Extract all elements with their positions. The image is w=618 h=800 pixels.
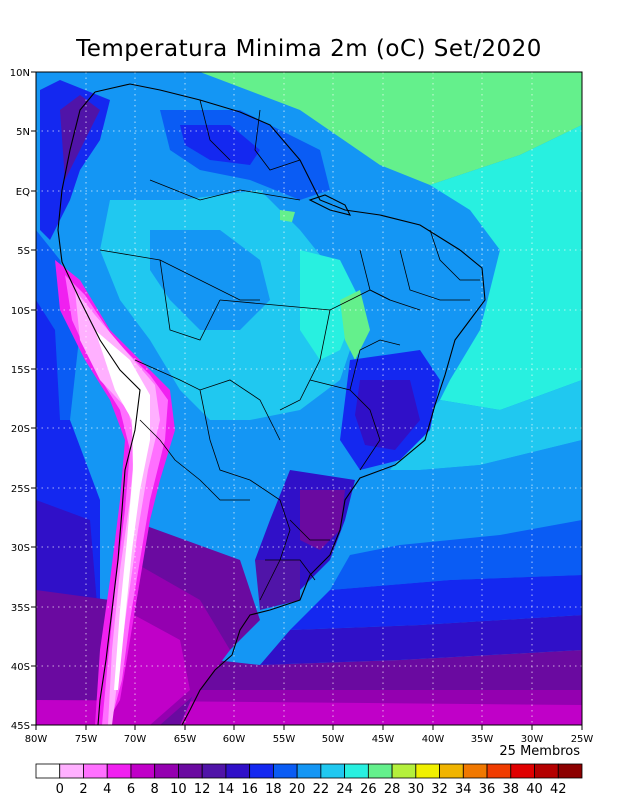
legend-label: 38 xyxy=(503,782,520,797)
country-borders xyxy=(99,99,480,601)
lat-label: 10S xyxy=(11,306,30,317)
lat-label: 20S xyxy=(11,424,30,435)
coastline xyxy=(57,83,486,725)
legend-swatch xyxy=(462,763,488,779)
legend-swatch xyxy=(130,763,156,779)
legend-swatch xyxy=(367,763,393,779)
legend-label: 10 xyxy=(170,782,187,797)
legend-label: 24 xyxy=(336,782,353,797)
legend-label: 2 xyxy=(79,782,87,797)
legend-swatch xyxy=(415,763,440,779)
lat-label: 5S xyxy=(17,246,30,257)
legend-label: 18 xyxy=(265,782,282,797)
legend-swatch xyxy=(106,763,132,779)
lat-label: 5N xyxy=(16,127,30,138)
legend-label: 36 xyxy=(479,782,496,797)
legend-swatch xyxy=(320,763,346,779)
legend-label: 16 xyxy=(241,782,258,797)
legend-swatch xyxy=(510,763,535,779)
legend-swatch xyxy=(225,763,251,779)
lon-label: 70W xyxy=(124,734,147,745)
legend-label: 30 xyxy=(408,782,425,797)
legend-label: 22 xyxy=(313,782,330,797)
lat-label: 25S xyxy=(11,484,30,495)
legend-label: 6 xyxy=(127,782,135,797)
lat-label: 40S xyxy=(11,662,30,673)
lat-label: 35S xyxy=(11,603,30,614)
lon-label: 60W xyxy=(223,734,246,745)
lon-axis: 80W 75W 70W 65W 60W 55W 50W 45W 40W 35W … xyxy=(25,725,594,745)
legend-label: 32 xyxy=(431,782,448,797)
legend-label: 12 xyxy=(194,782,211,797)
legend-swatch xyxy=(35,763,61,779)
lon-label: 50W xyxy=(322,734,345,745)
lon-label: 40W xyxy=(422,734,445,745)
legend-swatch xyxy=(344,763,369,779)
lon-label: 75W xyxy=(75,734,98,745)
lon-label: 80W xyxy=(25,734,48,745)
legend-swatch xyxy=(154,763,179,779)
legend-swatch xyxy=(83,763,108,779)
legend-swatch xyxy=(557,763,583,779)
map-fill xyxy=(36,72,582,725)
map-title: Temperatura Minima 2m (oC) Set/2020 xyxy=(76,36,542,62)
color-legend: 0 2 4 6 8 10 12 14 16 18 20 22 24 26 28 30 32 34 36 38 40 42 xyxy=(35,763,583,797)
lon-label: 65W xyxy=(174,734,197,745)
lat-label: EQ xyxy=(16,187,30,198)
legend-swatch xyxy=(272,763,298,779)
legend-swatch xyxy=(391,763,417,779)
lat-label: 15S xyxy=(11,365,30,376)
legend-swatch xyxy=(249,763,274,779)
legend-label: 0 xyxy=(56,782,64,797)
legend-label: 40 xyxy=(526,782,543,797)
legend-swatch xyxy=(59,763,84,779)
legend-label: 42 xyxy=(550,782,567,797)
lat-label: 45S xyxy=(11,721,30,732)
members-note: 25 Membros xyxy=(499,744,580,759)
legend-swatch xyxy=(296,763,322,779)
legend-swatch xyxy=(201,763,227,779)
legend-label: 4 xyxy=(103,782,111,797)
lon-label: 30W xyxy=(521,734,544,745)
lat-label: 10N xyxy=(10,68,30,79)
lon-label: 55W xyxy=(273,734,296,745)
legend-label: 14 xyxy=(218,782,235,797)
lon-label: 35W xyxy=(471,734,494,745)
lat-label: 30S xyxy=(11,543,30,554)
legend-label: 34 xyxy=(455,782,472,797)
legend-swatch xyxy=(534,763,559,779)
legend-label: 28 xyxy=(384,782,401,797)
lat-axis: 10N 5N EQ 5S 10S 15S 20S 25S 30S 35S 40S… xyxy=(10,68,36,732)
legend-swatch xyxy=(178,763,203,779)
temperature-map: 10N 5N EQ 5S 10S 15S 20S 25S 30S 35S 40S… xyxy=(10,68,594,745)
lon-label: 25W xyxy=(571,734,594,745)
lon-label: 45W xyxy=(372,734,395,745)
legend-label: 20 xyxy=(289,782,306,797)
legend-label: 8 xyxy=(151,782,159,797)
legend-label: 26 xyxy=(360,782,377,797)
plot-frame xyxy=(35,71,583,726)
legend-swatch xyxy=(439,763,464,779)
legend-swatch xyxy=(486,763,512,779)
